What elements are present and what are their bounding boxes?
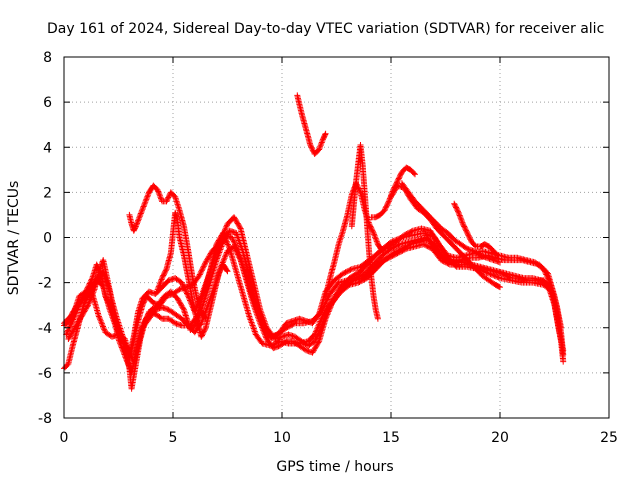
y-tick-label: 6 xyxy=(43,95,52,111)
chart-title: Day 161 of 2024, Sidereal Day-to-day VTE… xyxy=(47,21,604,37)
x-tick-label: 5 xyxy=(169,430,178,446)
y-tick-label: -4 xyxy=(38,321,52,337)
x-tick-label: 10 xyxy=(273,430,291,446)
y-tick-label: 2 xyxy=(43,185,52,201)
x-tick-label: 20 xyxy=(491,430,509,446)
y-tick-label: -6 xyxy=(38,366,52,382)
data-markers-track-13 xyxy=(398,180,503,266)
x-tick-label: 15 xyxy=(382,430,400,446)
y-tick-label: 0 xyxy=(43,231,52,247)
data-series-track-13 xyxy=(398,180,503,266)
data-series-track-8 xyxy=(294,92,329,157)
axis-layer: 0 5 10 15 20 25 -8 -6 -4 -2 0 2 4 6 8 xyxy=(38,50,618,446)
x-axis-label: GPS time / hours xyxy=(276,459,393,475)
y-tick-label: -2 xyxy=(38,276,52,292)
data-series-track-7 xyxy=(154,209,231,340)
y-tick-label: -8 xyxy=(38,411,52,427)
y-axis-label: SDTVAR / TECUs xyxy=(6,181,22,296)
data-markers-track-10 xyxy=(348,142,381,322)
data-markers-track-8 xyxy=(294,92,329,157)
data-markers-track-7 xyxy=(154,209,231,340)
y-tick-label: 8 xyxy=(43,50,52,66)
data-series-track-10 xyxy=(348,142,381,322)
y-tick-label: 4 xyxy=(43,140,52,156)
x-tick-label: 0 xyxy=(60,430,69,446)
data-markers-track-6 xyxy=(126,182,209,322)
data-series-track-6 xyxy=(126,182,209,322)
x-tick-label: 25 xyxy=(600,430,618,446)
data-markers-track-14 xyxy=(451,200,501,259)
data-series-track-14 xyxy=(451,200,501,259)
plot-frame xyxy=(63,56,610,419)
